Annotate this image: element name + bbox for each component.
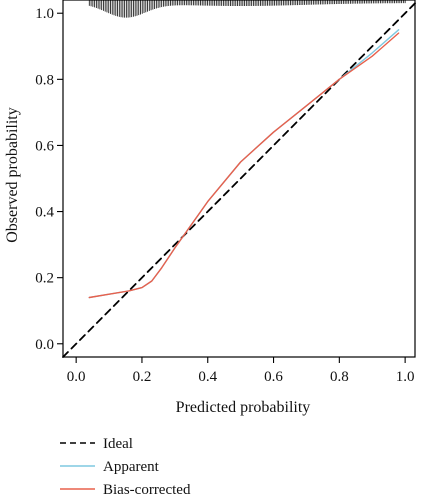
y-axis-title: Observed probability bbox=[4, 107, 21, 243]
x-tick-label: 0.2 bbox=[133, 369, 152, 385]
tick-labels: 0.0 0.2 0.4 0.6 0.8 1.0 0.0 0.2 0.4 0.6 0.8 1.0 bbox=[35, 6, 414, 385]
series-lines bbox=[62, 2, 416, 358]
legend-label-apparent: Apparent bbox=[103, 459, 160, 475]
series-line-bias-corrected bbox=[88, 32, 400, 299]
y-tick-label: 0.4 bbox=[35, 205, 54, 221]
x-axis-title: Predicted probability bbox=[176, 399, 311, 416]
legend-label-ideal: Ideal bbox=[103, 436, 133, 452]
axes bbox=[57, 0, 416, 363]
y-tick-label: 1.0 bbox=[35, 6, 54, 22]
x-tick-label: 0.8 bbox=[330, 369, 349, 385]
legend: Ideal Apparent Bias-corrected bbox=[60, 436, 191, 498]
plot-frame bbox=[62, 0, 416, 358]
x-tick-label: 1.0 bbox=[396, 369, 415, 385]
y-tick-label: 0.8 bbox=[35, 72, 54, 88]
y-tick-label: 0.6 bbox=[35, 138, 54, 154]
legend-label-bias-corrected: Bias-corrected bbox=[103, 482, 191, 498]
x-tick-label: 0.6 bbox=[264, 369, 283, 385]
y-tick-label: 0.2 bbox=[35, 271, 54, 287]
x-tick-label: 0.0 bbox=[67, 369, 86, 385]
y-tick-label: 0.0 bbox=[35, 337, 54, 353]
series-line-ideal bbox=[62, 2, 416, 358]
x-tick-label: 0.4 bbox=[198, 369, 217, 385]
rug-marks bbox=[88, 0, 406, 18]
